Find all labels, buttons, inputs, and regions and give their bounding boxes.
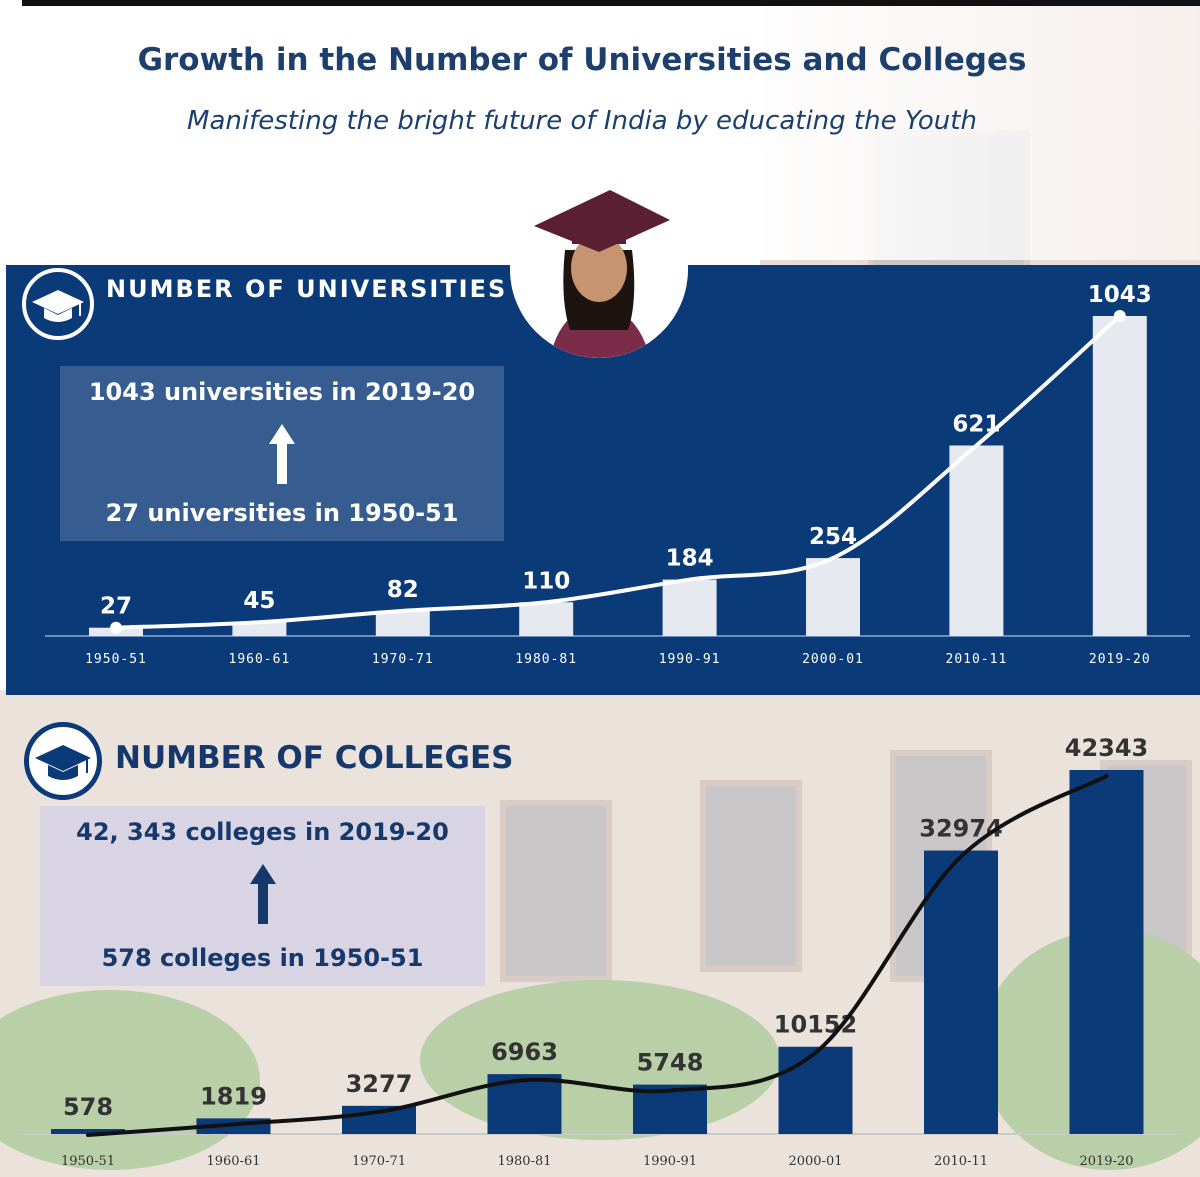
universities-heading: NUMBER OF UNIVERSITIES [106,275,508,303]
tick-label-uni-2019-20: 2019-20 [1089,652,1151,667]
data-label-uni-1960-61: 45 [243,588,275,614]
bar-uni-2019-20 [1092,316,1147,636]
colleges-info-from: 578 colleges in 1950-51 [101,944,424,972]
graduation-cap-icon [22,268,94,340]
data-label-col-1960-61: 1819 [200,1082,267,1110]
tick-label-uni-2010-11: 2010-11 [946,652,1008,667]
bar-uni-2000-01 [806,558,860,636]
data-label-col-2019-20: 42343 [1065,734,1149,762]
universities-info-to: 1043 universities in 2019-20 [88,378,476,406]
bar-col-2000-01 [778,1046,853,1134]
tick-label-uni-1980-81: 1980-81 [515,652,577,667]
tick-label-col-2019-20: 2019-20 [1079,1154,1133,1169]
page-title: Growth in the Number of Universities and… [137,42,1027,78]
top-rule [22,0,1200,6]
data-label-col-1990-91: 5748 [637,1049,704,1077]
tick-label-col-1950-51: 1950-51 [61,1154,115,1169]
trend-point-start [110,621,122,634]
data-label-col-1970-71: 3277 [346,1070,413,1098]
bar-col-2019-20 [1069,770,1144,1134]
tick-label-col-1980-81: 1980-81 [497,1154,551,1169]
tick-label-col-1960-61: 1960-61 [206,1154,260,1169]
graduate-portrait [510,180,688,358]
data-label-uni-2000-01: 254 [809,524,857,550]
page-subtitle: Manifesting the bright future of India b… [187,106,977,136]
tick-label-uni-1950-51: 1950-51 [85,652,147,667]
bar-uni-1990-91 [662,579,717,636]
tick-label-col-2010-11: 2010-11 [934,1154,988,1169]
tick-label-uni-1960-61: 1960-61 [229,652,291,667]
colleges-heading: NUMBER OF COLLEGES [115,740,514,776]
tick-label-col-2000-01: 2000-01 [788,1154,842,1169]
graduation-cap-icon [24,722,102,800]
universities-info-from: 27 universities in 1950-51 [105,499,459,527]
tick-label-uni-1990-91: 1990-91 [659,652,721,667]
universities-info-box: 1043 universities in 2019-20 27 universi… [60,366,504,541]
trend-line-uni [114,314,1122,630]
bar-uni-1960-61 [232,622,287,636]
up-arrow-icon [269,424,295,484]
data-label-uni-1950-51: 27 [100,594,132,620]
tick-label-uni-1970-71: 1970-71 [372,652,434,667]
data-label-col-2010-11: 32974 [919,815,1003,843]
data-label-uni-1990-91: 184 [666,546,714,572]
data-label-col-1980-81: 6963 [491,1038,558,1066]
data-label-uni-2019-20: 1043 [1088,282,1152,308]
colleges-info-box: 42, 343 colleges in 2019-20 578 colleges… [40,806,485,986]
trend-point-end [1113,310,1126,322]
tick-label-uni-2000-01: 2000-01 [802,652,864,667]
data-label-col-1950-51: 578 [63,1093,113,1121]
bar-uni-1980-81 [519,602,574,636]
up-arrow-icon [249,864,276,924]
data-label-uni-1970-71: 82 [387,577,419,603]
tick-label-col-1990-91: 1990-91 [643,1154,697,1169]
bar-uni-1970-71 [375,610,430,636]
tick-label-col-1970-71: 1970-71 [352,1154,406,1169]
bar-uni-2010-11 [949,445,1004,636]
bar-col-1950-51 [51,1129,125,1134]
data-label-uni-1980-81: 110 [522,568,570,594]
bar-col-2010-11 [924,850,998,1134]
trend-line-col [86,774,1109,1138]
colleges-info-to: 42, 343 colleges in 2019-20 [76,818,449,846]
